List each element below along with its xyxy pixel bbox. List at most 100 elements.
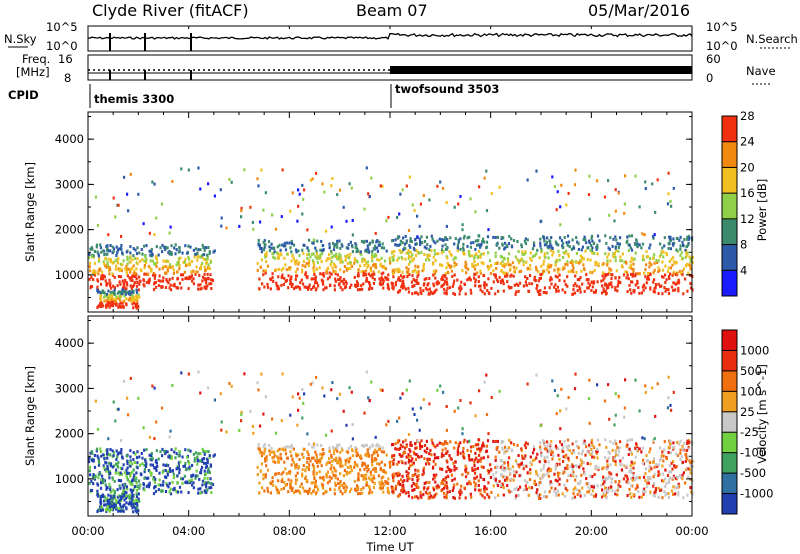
nave-tick-top: 60 <box>706 52 721 66</box>
data-cell <box>685 449 689 452</box>
data-cell <box>134 476 137 480</box>
data-cell <box>361 260 364 264</box>
data-cell <box>551 379 554 383</box>
data-cell <box>275 485 278 489</box>
data-cell <box>567 459 570 462</box>
data-cell <box>128 494 132 497</box>
data-cell <box>192 282 195 286</box>
data-cell <box>316 443 319 447</box>
data-cell <box>601 284 604 288</box>
data-cell <box>117 203 120 207</box>
data-cell <box>397 480 400 484</box>
data-cell <box>129 482 132 486</box>
data-cell <box>430 453 433 457</box>
data-cell <box>457 240 460 244</box>
data-cell <box>177 262 180 266</box>
data-cell <box>511 261 514 265</box>
data-cell <box>297 465 300 469</box>
data-cell <box>448 286 451 290</box>
data-cell <box>184 480 187 484</box>
data-cell <box>376 258 379 262</box>
data-cell <box>604 438 607 442</box>
data-cell <box>349 466 352 470</box>
data-cell <box>463 234 466 238</box>
data-cell <box>409 245 412 249</box>
data-cell <box>580 269 583 273</box>
data-cell <box>230 384 233 388</box>
data-cell <box>450 269 453 273</box>
nave-tick-bottom: 0 <box>706 71 713 85</box>
data-cell <box>597 468 600 471</box>
data-cell <box>522 260 525 263</box>
data-cell <box>636 483 639 487</box>
data-cell <box>319 272 322 276</box>
data-cell <box>512 478 515 482</box>
data-cell <box>337 283 341 287</box>
data-cell <box>407 474 410 478</box>
data-cell <box>378 462 381 466</box>
data-cell <box>521 250 524 254</box>
data-cell <box>453 292 456 296</box>
data-cell <box>116 251 119 255</box>
data-cell <box>441 488 444 491</box>
data-cell <box>168 263 172 267</box>
data-cell <box>290 275 293 279</box>
data-cell <box>283 256 286 260</box>
data-cell <box>535 469 538 473</box>
data-cell <box>397 276 400 280</box>
data-cell <box>279 456 282 460</box>
data-cell <box>105 303 108 307</box>
data-cell <box>422 194 425 197</box>
data-cell <box>411 292 414 296</box>
data-cell <box>606 490 609 494</box>
data-cell <box>591 285 594 289</box>
data-cell <box>622 477 626 481</box>
data-cell <box>108 476 111 480</box>
data-cell <box>500 473 503 477</box>
data-cell <box>111 304 115 308</box>
data-cell <box>108 301 111 305</box>
data-cell <box>630 495 633 499</box>
data-cell <box>155 449 158 453</box>
data-cell <box>407 229 411 232</box>
data-cell <box>308 283 311 287</box>
data-cell <box>468 458 471 462</box>
data-cell <box>618 446 621 450</box>
data-cell <box>431 466 435 470</box>
data-cell <box>112 400 115 404</box>
data-cell <box>459 488 462 492</box>
data-cell <box>687 263 690 267</box>
data-cell <box>615 442 618 446</box>
data-cell <box>515 282 518 286</box>
data-cell <box>397 447 400 451</box>
data-cell <box>198 273 201 277</box>
data-cell <box>566 243 569 247</box>
data-cell <box>610 481 613 485</box>
data-cell <box>558 278 561 282</box>
data-cell <box>119 275 123 279</box>
data-cell <box>565 453 568 457</box>
data-cell <box>414 268 417 272</box>
data-cell <box>110 303 113 307</box>
data-cell <box>642 254 645 258</box>
data-cell <box>623 464 626 468</box>
data-cell <box>632 270 635 274</box>
data-cell <box>482 477 485 481</box>
data-cell <box>317 488 320 492</box>
data-cell <box>555 288 558 292</box>
data-cell <box>208 456 211 459</box>
data-cell <box>668 238 671 242</box>
data-cell <box>382 246 386 250</box>
data-cell <box>342 205 345 209</box>
data-cell <box>620 468 623 472</box>
data-cell <box>201 261 204 265</box>
data-cell <box>404 234 407 238</box>
data-cell <box>365 269 368 273</box>
data-cell <box>277 471 280 475</box>
data-cell <box>477 243 480 247</box>
data-cell <box>315 171 318 175</box>
data-cell <box>395 447 398 451</box>
nsearch-tick-bottom: 10^0 <box>706 39 738 53</box>
data-cell <box>535 169 538 173</box>
data-cell <box>334 279 337 283</box>
